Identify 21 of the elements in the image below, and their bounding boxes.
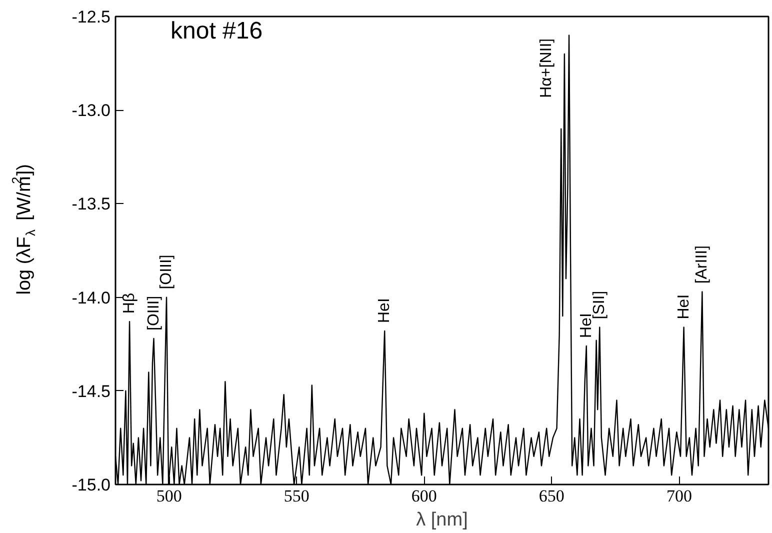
annotation: [SII] [591, 290, 608, 320]
x-tick-label: 500 [156, 486, 182, 506]
annotation: Hβ [121, 292, 138, 314]
annotation: knot #16 [170, 18, 263, 44]
annotation: [ArIII] [694, 245, 711, 284]
y-tick-label: -14.5 [72, 382, 110, 401]
annotation: [OIII] [158, 254, 176, 290]
y-tick-label: -13.0 [72, 101, 110, 120]
annotation: Hα+[NII] [538, 38, 556, 98]
x-axis-title: λ [nm] [416, 510, 468, 530]
x-tick-label: 550 [284, 486, 310, 506]
y-tick-label: -12.5 [72, 8, 110, 26]
x-tick-label: 650 [538, 486, 564, 506]
y-tick-label: -13.5 [72, 194, 110, 214]
x-tick-label: 700 [666, 486, 692, 506]
annotation: [OIII] [145, 296, 162, 330]
x-tick-label: 600 [411, 486, 437, 506]
annotation: HeI [675, 294, 692, 320]
y-tick-label: -15.0 [72, 476, 110, 494]
annotation: HeI [376, 298, 394, 323]
y-tick-label: -14.0 [72, 288, 110, 308]
